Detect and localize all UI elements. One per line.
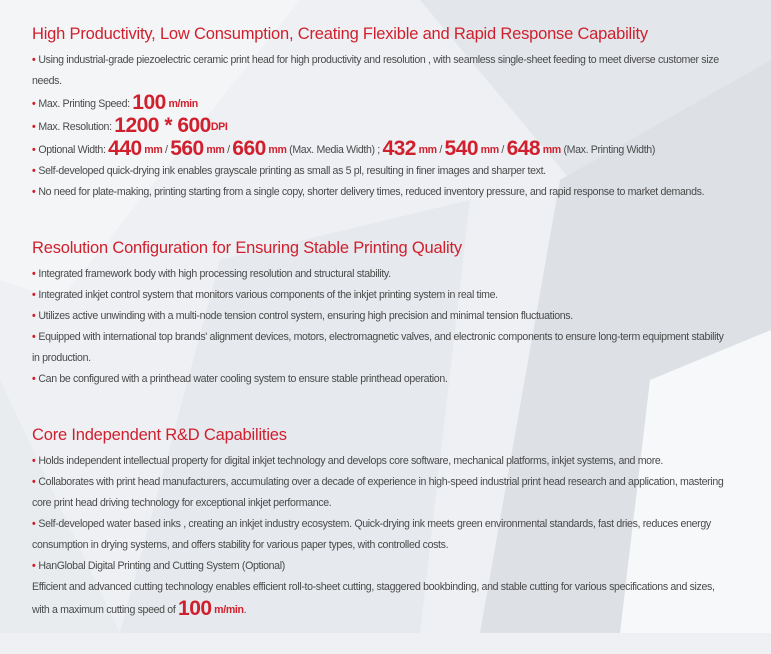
bullet-text: Integrated framework body with high proc… <box>38 268 391 280</box>
section-stability: Resolution Configuration for Ensuring St… <box>32 236 732 390</box>
bullet-item: • Using industrial-grade piezoelectric ce… <box>32 50 732 92</box>
background-shapes <box>420 0 771 633</box>
spec-label: Optional Width: <box>38 144 106 156</box>
cutting-speed-value: 100 <box>178 597 212 620</box>
spec-unit: m/min <box>168 98 198 110</box>
spec-note: (Max. Media Width) ; <box>289 144 380 156</box>
closing-period: . <box>243 604 247 616</box>
separator: / <box>439 144 442 156</box>
bullet-item: • Integrated framework body with high pro… <box>32 264 732 285</box>
spec-width: • Optional Width: 440 mm / 560 mm / 660 m… <box>32 138 732 161</box>
spec-unit: mm <box>144 144 163 156</box>
bullet-icon: • <box>32 373 36 385</box>
bullet-icon: • <box>32 560 36 572</box>
bullet-icon: • <box>32 310 36 322</box>
print-width-value: 540 <box>444 137 479 160</box>
bullet-item: • Holds independent intellectual property… <box>32 451 732 472</box>
section-title: High Productivity, Low Consumption, Crea… <box>32 25 648 43</box>
bullet-text: Can be configured with a printhead water… <box>38 373 448 385</box>
bullet-item: • HanGlobal Digital Printing and Cutting … <box>32 556 732 577</box>
bullet-icon: • <box>32 518 36 530</box>
bullet-text: HanGlobal Digital Printing and Cutting S… <box>38 560 285 572</box>
bullet-text: Equipped with international top brands' … <box>32 331 724 364</box>
closing-paragraph: Efficient and advanced cutting technolog… <box>32 577 732 621</box>
bullet-text: Collaborates with print head manufacture… <box>32 476 724 509</box>
print-width-value: 432 <box>382 137 416 160</box>
separator: / <box>501 144 504 156</box>
print-width-value: 648 <box>506 137 541 160</box>
bullet-item: • No need for plate-making, printing star… <box>32 182 732 203</box>
spec-unit: mm <box>206 144 225 156</box>
bullet-item: • Integrated inkjet control system that m… <box>32 285 732 306</box>
bullet-icon: • <box>32 54 36 66</box>
bullet-icon: • <box>32 289 36 301</box>
spec-resolution: • Max. Resolution: 1200 * 600DPI <box>32 115 732 138</box>
separator: / <box>165 144 168 156</box>
spec-value: 100 <box>132 91 166 114</box>
bullet-icon: • <box>32 331 36 343</box>
spec-note: (Max. Printing Width) <box>563 144 656 156</box>
bullet-item: • Equipped with international top brands'… <box>32 327 732 369</box>
bullet-text: Using industrial-grade piezoelectric cer… <box>32 54 719 87</box>
bullet-text: Holds independent intellectual property … <box>38 455 664 467</box>
bullet-icon: • <box>32 121 36 133</box>
media-width-value: 560 <box>170 137 204 160</box>
spec-unit: mm <box>268 144 287 156</box>
bullet-icon: • <box>32 98 36 110</box>
spec-unit: DPI <box>210 121 228 133</box>
content: High Productivity, Low Consumption, Crea… <box>32 22 732 654</box>
bullet-icon: • <box>32 186 36 198</box>
spec-unit: mm <box>418 144 437 156</box>
bullet-item: • Self-developed quick-drying ink enables… <box>32 161 732 182</box>
section-productivity: High Productivity, Low Consumption, Crea… <box>32 22 732 203</box>
bullet-text: Self-developed quick-drying ink enables … <box>38 165 546 177</box>
media-width-value: 660 <box>232 137 266 160</box>
bullet-text: Utilizes active unwinding with a multi-n… <box>38 310 573 322</box>
media-width-value: 440 <box>108 137 142 160</box>
spec-label: Max. Printing Speed: <box>38 98 130 110</box>
bullet-text: Self-developed water based inks , creati… <box>32 518 711 551</box>
closing-text: Efficient and advanced cutting technolog… <box>32 581 715 616</box>
spec-unit: mm <box>480 144 499 156</box>
bullet-icon: • <box>32 165 36 177</box>
section-title: Resolution Configuration for Ensuring St… <box>32 239 462 257</box>
spec-value: 1200 * 600 <box>114 114 211 137</box>
spec-unit: mm <box>542 144 561 156</box>
bullet-text: Integrated inkjet control system that mo… <box>38 289 498 301</box>
bullet-icon: • <box>32 144 36 156</box>
bullet-item: • Utilizes active unwinding with a multi-… <box>32 306 732 327</box>
bullet-icon: • <box>32 455 36 467</box>
spec-label: Max. Resolution: <box>38 121 112 133</box>
bullet-item: • Collaborates with print head manufactur… <box>32 472 732 514</box>
separator: / <box>227 144 230 156</box>
bullet-item: • Self-developed water based inks , creat… <box>32 514 732 556</box>
bullet-icon: • <box>32 476 36 488</box>
cutting-speed-unit: m/min <box>214 604 244 616</box>
bullet-item: • Can be configured with a printhead wate… <box>32 369 732 390</box>
bullet-icon: • <box>32 268 36 280</box>
section-rnd: Core Independent R&D Capabilities • Holds… <box>32 423 732 621</box>
spec-speed: • Max. Printing Speed: 100 m/min <box>32 92 732 115</box>
bullet-text: No need for plate-making, printing start… <box>38 186 705 198</box>
section-title: Core Independent R&D Capabilities <box>32 426 287 444</box>
